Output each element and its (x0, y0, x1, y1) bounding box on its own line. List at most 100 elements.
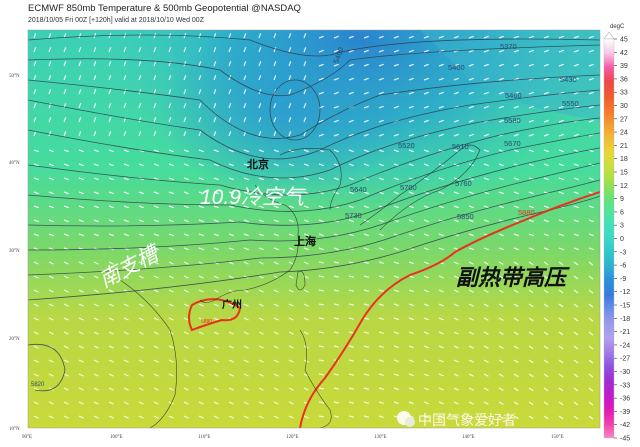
wind-arrow (348, 317, 355, 320)
wind-arrow (198, 303, 204, 307)
wind-arrow (63, 317, 69, 321)
wind-arrow (213, 177, 219, 181)
wind-arrow (78, 61, 82, 67)
wind-arrow (528, 105, 534, 109)
taiwan-coastline (295, 271, 306, 291)
wind-arrow (168, 345, 174, 349)
wind-arrow (363, 133, 369, 137)
wind-arrow (213, 61, 217, 67)
wind-arrow (108, 331, 114, 335)
wind-arrow (123, 317, 129, 321)
wind-arrow (138, 317, 144, 321)
wind-arrow (378, 345, 384, 349)
wind-arrow (153, 303, 159, 307)
contour-label: 5550 (562, 99, 579, 108)
wind-arrow (483, 401, 489, 405)
wind-arrow (558, 163, 564, 167)
wind-arrow (123, 261, 129, 265)
wind-arrow (438, 133, 444, 137)
wind-arrow (498, 119, 504, 123)
wind-arrow (588, 261, 594, 266)
wind-arrow (483, 205, 489, 209)
contour-label: 5880 (201, 319, 212, 325)
wind-arrow (243, 163, 249, 167)
wind-arrow (48, 401, 54, 405)
wind-arrow (273, 247, 279, 251)
wind-arrow (228, 131, 232, 137)
wind-arrow (543, 261, 549, 266)
wind-arrow (468, 373, 474, 377)
wind-arrow (303, 117, 307, 123)
wind-arrow (93, 131, 97, 137)
wind-arrow (303, 89, 307, 95)
wind-arrow (243, 61, 247, 67)
wind-arrow (63, 75, 67, 81)
label-shanghai: 上海 (294, 234, 316, 248)
wind-arrow (153, 149, 159, 153)
wind-arrow (333, 119, 339, 123)
wind-arrow (438, 219, 444, 223)
wind-arrow (183, 359, 189, 363)
wind-arrow (198, 89, 202, 95)
wind-arrow (288, 289, 294, 293)
wind-arrow (393, 261, 399, 265)
wind-arrow (408, 261, 414, 265)
wind-arrow (93, 303, 99, 307)
wind-arrow (48, 149, 54, 153)
wind-arrow (123, 47, 127, 53)
wind-arrow (498, 205, 504, 209)
wind-arrow (333, 415, 340, 418)
wind-arrow (438, 345, 444, 349)
wind-arrow (48, 61, 52, 67)
wind-arrow (63, 345, 69, 349)
wind-arrow (153, 233, 159, 237)
wind-arrow (348, 219, 354, 223)
colorbar-tick-label: 18 (620, 156, 628, 163)
wind-arrow (468, 247, 474, 251)
wind-arrow (63, 387, 69, 391)
wind-arrow (243, 103, 247, 109)
wind-arrow (423, 177, 429, 181)
wind-arrow (348, 177, 354, 181)
wind-arrow (513, 387, 519, 392)
wind-arrow (498, 247, 504, 251)
wind-arrow (498, 345, 504, 349)
wind-arrow (258, 373, 264, 377)
wind-arrow (63, 359, 69, 363)
wind-arrow (588, 303, 594, 308)
wind-arrow (123, 331, 129, 335)
contour-line (28, 74, 600, 139)
wind-arrow (588, 275, 594, 280)
wind-arrow (423, 105, 429, 109)
wind-arrow (48, 191, 54, 195)
wind-arrow (453, 119, 459, 123)
wind-arrow (318, 119, 324, 123)
wind-arrow (378, 261, 384, 265)
wind-arrow (513, 359, 519, 364)
wind-arrow (258, 33, 262, 39)
wind-arrow (468, 331, 474, 335)
wind-arrow (153, 415, 159, 419)
wind-arrow (273, 317, 279, 321)
wind-arrow (243, 331, 249, 335)
wind-arrow (213, 359, 219, 363)
wind-arrow (558, 77, 564, 81)
map-area: 5370 5430 5460 5550 5580 5610 5670 5400 … (28, 30, 600, 428)
wind-arrow (498, 177, 504, 181)
wind-arrow (363, 49, 369, 53)
wind-arrow (93, 233, 99, 237)
wind-arrow (498, 415, 504, 419)
wind-arrow (363, 373, 369, 376)
colorbar-tick-label: -36 (620, 396, 630, 403)
wind-arrow (438, 77, 444, 81)
lon-label: 120°E (286, 435, 299, 440)
label-subtropical-high: 副热带高压 (456, 265, 570, 290)
wind-arrow (108, 47, 112, 53)
wind-arrow (78, 75, 82, 81)
wind-arrow (363, 177, 369, 181)
wind-arrow (183, 177, 189, 181)
wind-arrow (108, 345, 114, 349)
wind-arrow (333, 133, 339, 137)
wind-arrow (153, 177, 159, 181)
